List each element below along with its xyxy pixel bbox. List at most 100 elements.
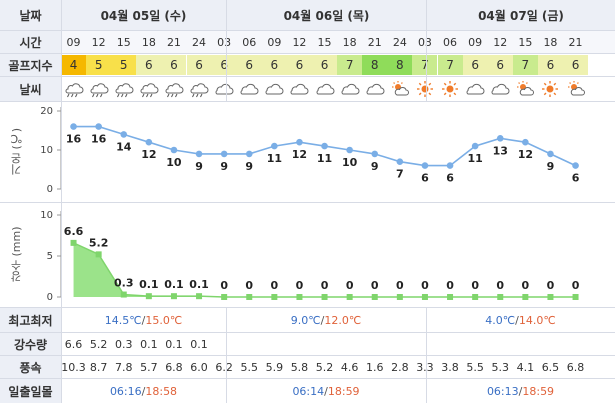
minmax-separator: / <box>141 313 146 327</box>
rain-icon <box>187 77 212 101</box>
wind-speed-cell: 2.8 <box>391 360 409 374</box>
weather-label: 날씨 <box>0 77 61 102</box>
time-cell: 12 <box>292 35 307 49</box>
rain-amount-label: 강수량 <box>0 333 61 356</box>
temperature-point <box>346 146 353 154</box>
cloud-icon <box>212 77 237 101</box>
sunset-time: 18:59 <box>327 384 360 398</box>
temperature-point <box>446 162 454 169</box>
golf-index-cell: 6 <box>487 55 513 75</box>
temperature-data-label: 6 <box>421 172 429 185</box>
wind-speed-cell: 6.8 <box>165 360 183 374</box>
rain-data-label: 0 <box>471 279 479 292</box>
rain-amount-cell <box>513 333 538 355</box>
rain-point <box>145 293 152 300</box>
rain-data-label: 0.1 <box>139 278 159 291</box>
rain-amount-cell <box>337 333 362 355</box>
temperature-data-label: 9 <box>195 160 203 173</box>
rain-point <box>70 239 77 246</box>
rain-amount-cell: 0.3 <box>114 337 133 351</box>
temperature-point <box>245 150 253 158</box>
sun-separator: / <box>141 384 146 398</box>
golf-index-cell: 7 <box>437 55 463 75</box>
rain-icon <box>61 77 86 101</box>
rain-point <box>472 294 479 300</box>
golf-index-cell: 6 <box>286 55 312 75</box>
rain-icon <box>111 77 136 101</box>
rain-point <box>421 294 428 300</box>
golf-index-cell: 6 <box>261 55 287 75</box>
wind-speed-row: 10.3 8.7 7.8 5.7 6.8 6.0 6.2 5.5 5.9 5.8 5.2 4.6 1.6… <box>61 356 615 379</box>
temperature-data-label: 10 <box>166 156 182 169</box>
rain-data-label: 0 <box>220 279 228 292</box>
wind-speed-cell: 5.8 <box>290 360 309 374</box>
sun-icon <box>438 77 463 101</box>
rain-data-label: 0 <box>446 279 454 292</box>
rain-point <box>396 294 403 300</box>
rain-point <box>271 294 278 300</box>
rain-point <box>447 294 454 300</box>
rain-amount-cell <box>287 333 312 355</box>
rain-point <box>196 293 203 300</box>
time-cell: 15 <box>116 35 131 49</box>
temperature-data-label: 9 <box>245 160 253 173</box>
rain-amount-cell <box>362 333 387 355</box>
time-cell: 09 <box>468 35 483 49</box>
temperature-data-label: 11 <box>267 152 282 165</box>
date-label: 날짜 <box>0 0 61 31</box>
time-cell: 09 <box>267 35 282 49</box>
day-separator <box>426 0 427 101</box>
rain-amount-cell: 0.1 <box>140 337 158 351</box>
sun-separator: / <box>518 384 523 398</box>
sunrise-sunset-row: 06:16/18:58 06:14/18:59 06:13/18:59 <box>61 379 615 403</box>
time-row: 09 12 15 18 21 24 03 06 09 12 15 18 21 24 03 06 09 12 15 18… <box>61 31 615 54</box>
rain-data-label: 0.3 <box>114 277 134 290</box>
golf-index-cell: 6 <box>186 55 212 75</box>
golf-index-cell: 6 <box>236 55 262 75</box>
golf-index-cell: 6 <box>537 55 563 75</box>
sun-day-3: 06:13/18:59 <box>426 379 615 403</box>
temperature-point <box>522 138 529 146</box>
minmax-separator: / <box>320 313 325 327</box>
y-tick-label: 5 <box>47 251 53 262</box>
temperature-data-label: 7 <box>396 168 404 181</box>
temperature-data-label: 13 <box>493 144 508 157</box>
temperature-data-label: 9 <box>220 160 228 173</box>
golf-index-cell: 6 <box>563 55 589 75</box>
y-tick-label: 0 <box>47 292 53 303</box>
time-cell: 18 <box>543 35 558 49</box>
wind-speed-cell: 5.7 <box>140 360 158 374</box>
wind-speed-cell: 8.7 <box>89 360 108 374</box>
rain-data-label: 0 <box>271 279 279 292</box>
temperature-data-label: 14 <box>116 140 132 153</box>
wind-speed-cell: 6.8 <box>566 360 585 374</box>
time-cell: 09 <box>66 35 81 49</box>
temperature-data-label: 10 <box>342 156 358 169</box>
sunrise-time: 06:16 <box>109 384 142 398</box>
y-tick-label: 10 <box>40 145 53 156</box>
sun-day-2: 06:14/18:59 <box>226 379 426 403</box>
day-separator <box>226 0 227 101</box>
y-tick-label: 10 <box>40 210 53 221</box>
golf-index-cell: 7 <box>412 55 438 75</box>
cloud-icon <box>312 77 337 101</box>
minmax-day-1: 14.5℃/15.0℃ <box>61 308 226 332</box>
rain-amount-cell <box>312 333 337 355</box>
golf-index-cell: 5 <box>86 55 112 75</box>
cloud-icon <box>463 77 488 101</box>
temperature-point <box>371 150 379 158</box>
time-label: 시간 <box>0 31 61 54</box>
temperature-data-label: 9 <box>371 160 379 173</box>
time-cell: 21 <box>166 35 181 49</box>
cloud-icon <box>362 77 387 101</box>
temperature-data-label: 9 <box>547 160 555 173</box>
temperature-point <box>271 142 278 150</box>
temperature-data-label: 6 <box>572 172 580 185</box>
rain-amount-row: 6.6 5.2 0.3 0.1 0.1 0.1 <box>61 333 615 356</box>
temperature-data-label: 6 <box>446 172 454 185</box>
wind-speed-cell: 5.5 <box>466 360 484 374</box>
minmax-label: 최고최저 <box>0 308 61 333</box>
label-column-separator <box>61 0 62 403</box>
weather-row <box>61 77 615 102</box>
min-temp: 14.5℃ <box>104 313 142 327</box>
